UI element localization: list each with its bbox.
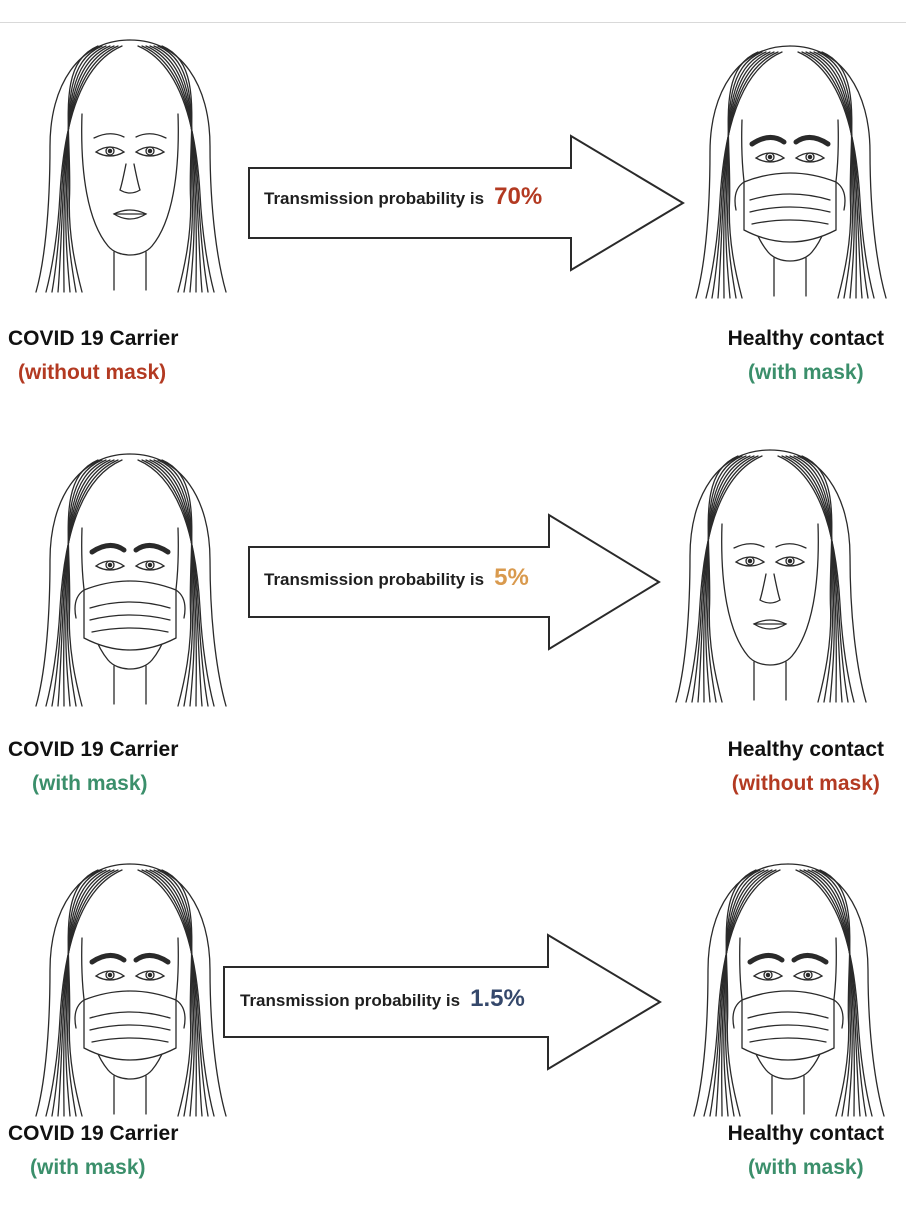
transmission-text: Transmission probability is <box>240 991 461 1010</box>
contact-mask-status: (without mask) <box>731 772 880 795</box>
face-carrier-masked-illustration <box>30 858 230 1122</box>
face-contact-unmasked-illustration <box>670 444 870 708</box>
contact-label-3: Healthy contact (with mask) <box>728 1117 884 1185</box>
arrow-2 <box>248 513 661 651</box>
carrier-mask-status: (without mask) <box>18 361 167 384</box>
face-carrier-unmasked-illustration <box>30 34 230 298</box>
arrow-1 <box>248 134 685 272</box>
transmission-percentage: 70% <box>494 183 543 210</box>
transmission-percentage: 1.5% <box>470 985 525 1012</box>
carrier-label-3: COVID 19 Carrier (with mask) <box>8 1117 178 1185</box>
transmission-label-3: Transmission probability is 1.5% <box>240 985 525 1013</box>
face-contact-masked-illustration <box>690 40 890 304</box>
contact-label-1: Healthy contact (with mask) <box>728 322 884 390</box>
contact-mask-status: (with mask) <box>748 361 864 384</box>
carrier-mask-status: (with mask) <box>32 772 148 795</box>
carrier-role: COVID 19 Carrier <box>8 1122 179 1145</box>
top-divider <box>0 22 906 23</box>
face-carrier-masked-illustration <box>30 448 230 712</box>
contact-role: Healthy contact <box>727 327 884 350</box>
arrow-3 <box>223 933 662 1071</box>
transmission-text: Transmission probability is <box>264 570 485 589</box>
carrier-role: COVID 19 Carrier <box>8 738 179 761</box>
contact-role: Healthy contact <box>727 1122 884 1145</box>
carrier-role: COVID 19 Carrier <box>8 327 179 350</box>
transmission-label-1: Transmission probability is 70% <box>264 183 542 211</box>
carrier-label-1: COVID 19 Carrier (without mask) <box>8 322 178 390</box>
face-contact-masked-illustration <box>688 858 888 1122</box>
contact-label-2: Healthy contact (without mask) <box>728 733 884 801</box>
carrier-label-2: COVID 19 Carrier (with mask) <box>8 733 178 801</box>
contact-role: Healthy contact <box>727 738 884 761</box>
carrier-mask-status: (with mask) <box>30 1156 146 1179</box>
transmission-percentage: 5% <box>494 564 529 591</box>
contact-mask-status: (with mask) <box>748 1156 864 1179</box>
transmission-label-2: Transmission probability is 5% <box>264 564 529 592</box>
transmission-text: Transmission probability is <box>264 189 485 208</box>
